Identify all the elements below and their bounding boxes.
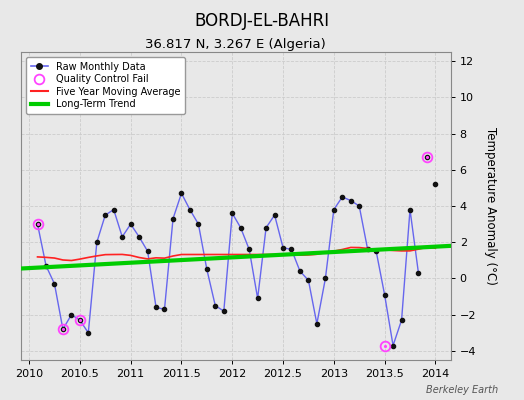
Title: 36.817 N, 3.267 E (Algeria): 36.817 N, 3.267 E (Algeria) xyxy=(146,38,326,51)
Legend: Raw Monthly Data, Quality Control Fail, Five Year Moving Average, Long-Term Tren: Raw Monthly Data, Quality Control Fail, … xyxy=(26,57,185,114)
Y-axis label: Temperature Anomaly (°C): Temperature Anomaly (°C) xyxy=(484,127,497,285)
Text: Berkeley Earth: Berkeley Earth xyxy=(425,385,498,395)
Text: BORDJ-EL-BAHRI: BORDJ-EL-BAHRI xyxy=(194,12,330,30)
